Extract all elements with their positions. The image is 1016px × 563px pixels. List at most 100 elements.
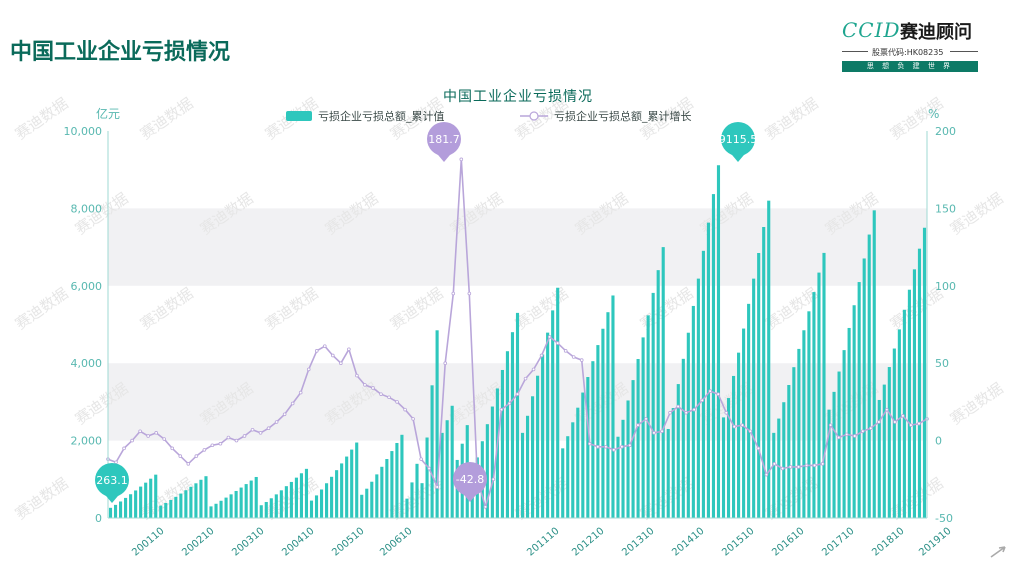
line-point (828, 423, 833, 427)
bar (299, 473, 304, 518)
y-right-tick-label: 200 (935, 125, 956, 138)
bar (591, 361, 595, 518)
bar (164, 502, 168, 518)
y-left-tick-label: 10,000 (64, 125, 103, 138)
line-point (780, 466, 785, 471)
bar (314, 495, 319, 518)
bar (380, 466, 384, 518)
bar (541, 354, 545, 518)
bar (536, 375, 540, 518)
bar (872, 210, 876, 518)
line-point (652, 431, 656, 435)
bar (144, 482, 148, 518)
line-point (491, 477, 496, 482)
bar (551, 310, 555, 518)
legend-label-line: 亏损企业亏损总额_累计增长 (554, 109, 692, 123)
bar (887, 367, 891, 518)
bar (385, 459, 389, 518)
bar (726, 398, 731, 518)
line-point (868, 426, 873, 431)
legend-swatch-point (529, 111, 539, 121)
line-point (258, 431, 263, 435)
bar (636, 359, 640, 518)
line-point (395, 400, 399, 404)
bar (129, 494, 133, 518)
watermark-text: 赛迪数据 (262, 284, 321, 333)
bar (249, 480, 253, 518)
bar (154, 474, 158, 518)
bar (244, 484, 248, 518)
line-point (668, 410, 672, 415)
line-point (298, 390, 303, 395)
bar (892, 348, 896, 518)
bar (309, 500, 314, 518)
line-point (716, 392, 721, 396)
bar (515, 312, 520, 518)
line-point (748, 429, 753, 434)
bar (917, 248, 922, 519)
line-point (282, 412, 287, 417)
bar (284, 486, 288, 518)
y-right-axis-title: % (928, 107, 939, 121)
bar (500, 369, 504, 518)
bar (837, 371, 841, 518)
bar (269, 498, 273, 518)
bar (330, 476, 334, 518)
line-point (660, 429, 664, 434)
y-right-tick-label: 50 (935, 357, 949, 370)
bar (686, 332, 690, 518)
bar (847, 327, 851, 518)
bar (184, 490, 188, 518)
line-point (579, 358, 584, 362)
bar (365, 488, 369, 518)
line-point (202, 448, 207, 452)
line-point (692, 407, 696, 412)
line-point (306, 367, 311, 372)
bar (325, 483, 329, 518)
x-tick-label: 201410 (670, 526, 706, 559)
bar (857, 282, 861, 518)
line-point (628, 443, 632, 448)
stock-code: 股票代码:HK08235 (872, 48, 944, 57)
line-point (266, 426, 271, 431)
bar (671, 408, 675, 518)
bar (139, 486, 143, 518)
bar (119, 501, 123, 518)
bar (656, 270, 660, 518)
bar (752, 278, 756, 518)
bar (219, 500, 223, 518)
bar (435, 330, 439, 518)
line-point (684, 410, 688, 415)
bar (340, 463, 344, 518)
bar (742, 328, 746, 518)
line-point (186, 462, 191, 466)
line-point (531, 367, 536, 372)
line-point (114, 460, 118, 465)
line-point (917, 421, 921, 426)
line-point (595, 444, 600, 449)
bar (556, 287, 560, 518)
line-point (210, 443, 215, 448)
bar (179, 493, 183, 518)
line-point (756, 446, 761, 451)
bar (561, 448, 565, 518)
bar (706, 222, 710, 518)
watermark-text: 赛迪数据 (512, 284, 571, 333)
line-point (909, 423, 913, 427)
bar (124, 497, 128, 518)
bar (289, 481, 293, 518)
bar (264, 501, 268, 518)
bar (852, 305, 856, 518)
bar (666, 428, 670, 518)
bar (370, 481, 374, 518)
line-point (355, 373, 359, 378)
bar (134, 490, 138, 518)
bar (701, 250, 705, 519)
min-bar-annotation-pin (95, 463, 129, 497)
bar (335, 470, 339, 518)
bar (214, 503, 218, 518)
line-point (732, 424, 737, 429)
line-point (860, 429, 865, 434)
line-point (547, 335, 552, 339)
bar (757, 253, 761, 519)
